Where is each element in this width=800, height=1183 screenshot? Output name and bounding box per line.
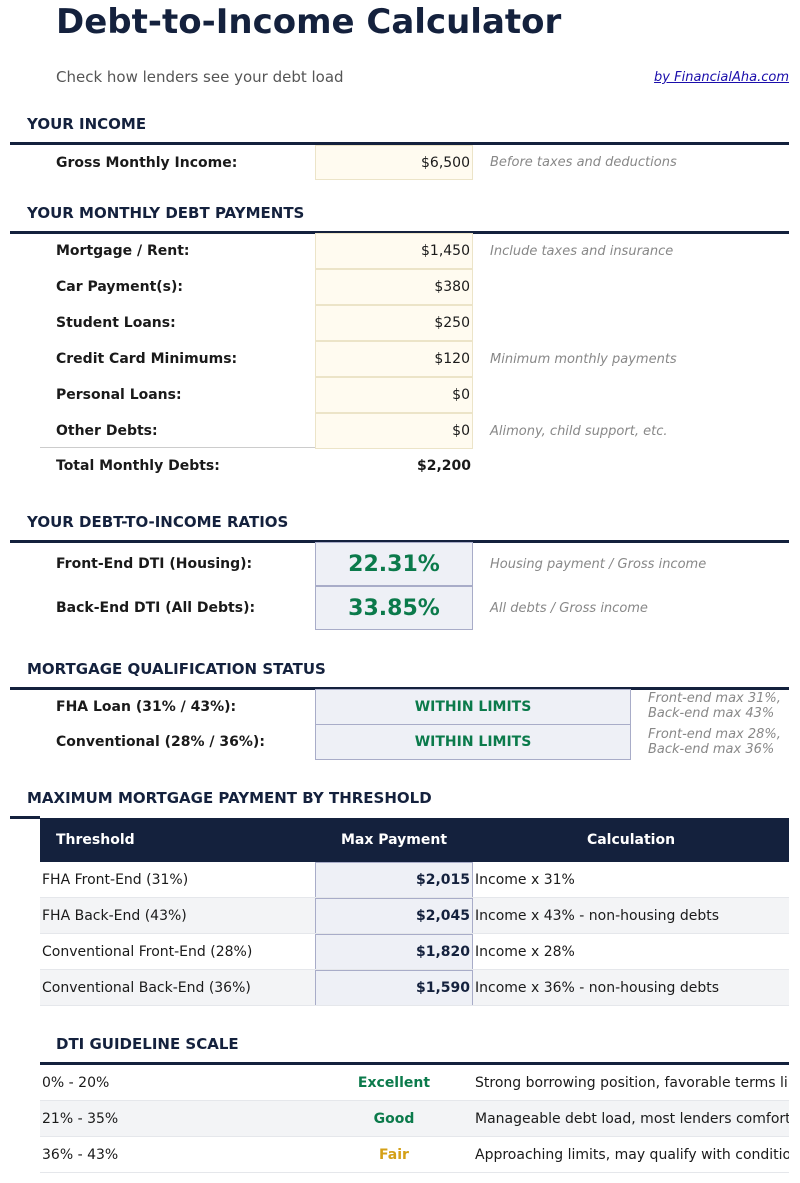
debt-label: Other Debts: [56, 423, 158, 439]
threshold-cell: Conventional Front-End (28%) [42, 944, 253, 960]
max-payment-cell: $1,820 [315, 934, 473, 969]
threshold-cell: FHA Back-End (43%) [42, 908, 187, 924]
debt-input[interactable]: $0 [315, 413, 473, 449]
divider [10, 231, 789, 234]
debt-label: Student Loans: [56, 315, 176, 331]
total-debts-value: $2,200 [416, 458, 471, 474]
front-end-dti-note: Housing payment / Gross income [490, 556, 707, 572]
threshold-cell: Conventional Back-End (36%) [42, 980, 251, 996]
section-debts-title: YOUR MONTHLY DEBT PAYMENTS [27, 204, 305, 222]
gross-income-input[interactable]: $6,500 [315, 145, 473, 180]
page-title: Debt-to-Income Calculator [56, 2, 562, 42]
section-qualification-title: MORTGAGE QUALIFICATION STATUS [27, 660, 326, 678]
description-cell: Manageable debt load, most lenders comfo… [475, 1111, 789, 1127]
debt-input[interactable]: $1,450 [315, 233, 473, 269]
debt-input[interactable]: $250 [315, 305, 473, 341]
calculation-cell: Income x 28% [475, 944, 575, 960]
max-payment-cell: $2,015 [315, 862, 473, 897]
debt-label: Credit Card Minimums: [56, 351, 238, 367]
max-payment-table-header: Threshold Max Payment Calculation [40, 818, 789, 862]
divider [10, 816, 40, 819]
section-ratios-title: YOUR DEBT-TO-INCOME RATIOS [27, 513, 289, 531]
divider [10, 540, 789, 543]
fha-label: FHA Loan (31% / 43%): [56, 698, 237, 715]
debt-input[interactable]: $380 [315, 269, 473, 305]
rating-cell: Good [373, 1111, 415, 1127]
column-header-threshold: Threshold [56, 832, 135, 848]
calculation-cell: Income x 43% - non-housing debts [475, 908, 720, 924]
debt-label: Car Payment(s): [56, 279, 183, 295]
debt-input[interactable]: $0 [315, 377, 473, 413]
debt-note: Alimony, child support, etc. [490, 423, 668, 439]
section-income-title: YOUR INCOME [27, 115, 147, 133]
debt-label: Mortgage / Rent: [56, 243, 190, 259]
range-cell: 21% - 35% [42, 1111, 119, 1127]
threshold-cell: FHA Front-End (31%) [42, 872, 189, 888]
divider [40, 447, 315, 448]
table-row: FHA Back-End (43%) $2,045 Income x 43% -… [40, 898, 789, 934]
section-max-payment-title: MAXIMUM MORTGAGE PAYMENT BY THRESHOLD [27, 789, 432, 807]
max-payment-cell: $2,045 [315, 898, 473, 933]
table-row: Conventional Front-End (28%) $1,820 Inco… [40, 934, 789, 970]
divider [40, 1062, 789, 1065]
rating-cell: Fair [379, 1147, 409, 1163]
range-cell: 0% - 20% [42, 1075, 110, 1091]
calculation-cell: Income x 36% - non-housing debts [475, 980, 720, 996]
table-row: 21% - 35% Good Manageable debt load, mos… [40, 1101, 789, 1137]
debt-label: Personal Loans: [56, 387, 182, 403]
back-end-dti-value: 33.85% [315, 586, 473, 630]
divider [10, 687, 789, 690]
back-end-dti-label: Back-End DTI (All Debts): [56, 600, 256, 616]
table-row: FHA Front-End (31%) $2,015 Income x 31% [40, 862, 789, 898]
debt-note: Minimum monthly payments [490, 351, 677, 367]
calculation-cell: Income x 31% [475, 872, 575, 888]
page-subtitle: Check how lenders see your debt load [56, 68, 344, 86]
debt-note: Include taxes and insurance [490, 243, 674, 259]
conventional-note: Front-end max 28%, Back-end max 36% [648, 727, 781, 757]
conventional-label: Conventional (28% / 36%): [56, 734, 265, 750]
description-cell: Approaching limits, may qualify with con… [475, 1147, 789, 1163]
table-row: 0% - 20% Excellent Strong borrowing posi… [40, 1065, 789, 1101]
gross-income-note: Before taxes and deductions [490, 155, 677, 170]
debt-input[interactable]: $120 [315, 341, 473, 377]
divider [10, 142, 789, 145]
column-header-max-payment: Max Payment [340, 832, 448, 848]
column-header-calculation: Calculation [586, 832, 676, 848]
range-cell: 36% - 43% [42, 1147, 119, 1163]
byline-link[interactable]: by FinancialAha.com [654, 70, 789, 85]
max-payment-cell: $1,590 [315, 970, 473, 1005]
total-debts-label: Total Monthly Debts: [56, 458, 220, 474]
table-row: Conventional Back-End (36%) $1,590 Incom… [40, 970, 789, 1006]
front-end-dti-label: Front-End DTI (Housing): [56, 556, 253, 572]
fha-note: Front-end max 31%, Back-end max 43% [648, 691, 781, 721]
gross-income-label: Gross Monthly Income: [56, 154, 238, 171]
rating-cell: Excellent [357, 1075, 431, 1091]
conventional-status: WITHIN LIMITS [315, 724, 631, 760]
back-end-dti-note: All debts / Gross income [490, 600, 648, 616]
table-row: 36% - 43% Fair Approaching limits, may q… [40, 1137, 789, 1173]
description-cell: Strong borrowing position, favorable ter… [475, 1075, 789, 1091]
fha-status: WITHIN LIMITS [315, 689, 631, 725]
section-scale-title: DTI GUIDELINE SCALE [56, 1035, 239, 1053]
front-end-dti-value: 22.31% [315, 542, 473, 586]
